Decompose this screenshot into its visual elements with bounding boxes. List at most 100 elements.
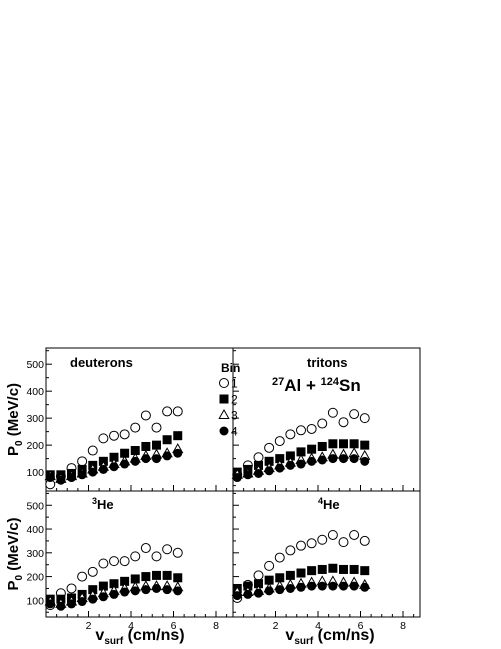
data-point-bin-2 bbox=[296, 568, 306, 578]
data-point-bin-1 bbox=[253, 452, 264, 463]
data-point-bin-1 bbox=[87, 445, 98, 456]
data-point-bin-2 bbox=[317, 564, 327, 574]
panel-label: 3He bbox=[92, 496, 114, 512]
data-point-bin-1 bbox=[253, 570, 264, 581]
data-point-bin-4 bbox=[360, 456, 370, 466]
data-point-bin-1 bbox=[306, 423, 317, 434]
panel-top-left: deuterons bbox=[44, 347, 234, 492]
data-point-bin-2 bbox=[360, 566, 370, 576]
data-point-bin-1 bbox=[172, 547, 183, 558]
data-point-bin-4 bbox=[141, 454, 151, 464]
data-point-bin-2 bbox=[307, 444, 317, 454]
data-point-bin-4 bbox=[296, 459, 306, 469]
legend-marker-bin-1 bbox=[219, 378, 229, 388]
y-axis-title: P0 (MeV/c) bbox=[5, 517, 25, 590]
data-point-bin-1 bbox=[327, 529, 338, 540]
data-point-bin-2 bbox=[285, 570, 295, 580]
data-point-bin-2 bbox=[98, 581, 108, 591]
data-point-bin-1 bbox=[98, 433, 109, 444]
data-point-bin-4 bbox=[141, 585, 151, 595]
data-point-bin-2 bbox=[162, 570, 172, 580]
y-tick-label: 500 bbox=[26, 359, 44, 371]
data-point-bin-1 bbox=[66, 583, 77, 594]
y-axis-title-unit: (MeV/c) bbox=[5, 383, 22, 441]
panel-frame bbox=[232, 490, 421, 618]
y-tick-label: 200 bbox=[26, 572, 44, 584]
data-point-bin-2 bbox=[152, 440, 161, 450]
data-point-bin-2 bbox=[173, 431, 183, 441]
data-point-bin-4 bbox=[328, 454, 338, 464]
data-point-bin-2 bbox=[162, 435, 172, 445]
panel-bottom-left: 3He bbox=[44, 490, 234, 618]
data-point-bin-2 bbox=[152, 570, 161, 580]
data-point-bin-1 bbox=[98, 558, 109, 569]
data-point-bin-1 bbox=[77, 571, 88, 582]
data-point-bin-1 bbox=[338, 417, 349, 428]
panel-bottom-right: 4He bbox=[231, 490, 421, 618]
x-axis-title-main: v bbox=[95, 627, 104, 644]
y-tick-label: 100 bbox=[26, 595, 44, 607]
panel-label-text: He bbox=[97, 497, 114, 512]
data-point-bin-1 bbox=[140, 543, 151, 554]
data-point-bin-4 bbox=[98, 592, 108, 602]
data-point-bin-4 bbox=[130, 586, 140, 596]
panel-label: 4He bbox=[318, 496, 340, 512]
y-tick-label: 400 bbox=[26, 524, 44, 536]
data-point-bin-4 bbox=[307, 581, 317, 591]
data-point-bin-1 bbox=[338, 537, 349, 548]
data-point-bin-4 bbox=[296, 582, 306, 592]
y-axis-title-sub: 0 bbox=[14, 440, 25, 446]
data-point-bin-4 bbox=[360, 582, 370, 592]
data-point-bin-2 bbox=[296, 447, 306, 457]
data-point-bin-1 bbox=[349, 409, 360, 420]
data-point-bin-2 bbox=[328, 439, 338, 449]
y-axis-title-unit: (MeV/c) bbox=[5, 517, 22, 575]
data-point-bin-1 bbox=[119, 556, 130, 567]
data-point-bin-1 bbox=[317, 534, 328, 545]
data-point-bin-4 bbox=[67, 473, 76, 483]
data-point-bin-1 bbox=[162, 544, 173, 555]
data-point-bin-2 bbox=[360, 440, 370, 450]
x-axis-title: vsurf (cm/ns) bbox=[95, 627, 184, 647]
data-point-bin-4 bbox=[109, 462, 119, 472]
y-axis-title-main: P bbox=[5, 446, 22, 456]
data-point-bin-2 bbox=[264, 456, 274, 466]
x-axis-title-unit: (cm/ns) bbox=[313, 627, 374, 644]
data-point-bin-4 bbox=[77, 470, 87, 480]
data-point-bin-4 bbox=[285, 583, 295, 593]
reaction-label: 27Al + 124Sn bbox=[272, 376, 361, 395]
legend: Bin 1 2 3 4 bbox=[218, 361, 240, 439]
data-point-bin-2 bbox=[339, 439, 348, 449]
data-point-bin-4 bbox=[162, 585, 172, 595]
data-point-bin-4 bbox=[45, 473, 55, 483]
data-point-bin-1 bbox=[306, 538, 317, 549]
data-point-bin-1 bbox=[264, 560, 275, 571]
data-point-bin-2 bbox=[141, 441, 151, 451]
x-tick-label: 6 bbox=[358, 620, 364, 632]
data-point-bin-2 bbox=[120, 448, 130, 458]
data-point-bin-2 bbox=[328, 563, 338, 573]
data-point-bin-4 bbox=[264, 586, 274, 596]
x-tick-label: 6 bbox=[171, 620, 177, 632]
x-axis-title-sub: surf bbox=[294, 636, 314, 647]
data-point-bin-1 bbox=[109, 556, 119, 567]
legend-marker-bin-2 bbox=[219, 394, 229, 404]
data-point-bin-2 bbox=[264, 575, 274, 585]
data-point-bin-2 bbox=[339, 564, 348, 574]
panel-label: deuterons bbox=[70, 355, 133, 370]
data-point-bin-1 bbox=[119, 429, 130, 440]
reaction-a-mass: 27 bbox=[272, 376, 284, 388]
data-point-bin-4 bbox=[285, 460, 295, 470]
data-point-bin-1 bbox=[264, 442, 275, 453]
data-point-bin-4 bbox=[328, 581, 338, 591]
data-point-bin-4 bbox=[173, 448, 183, 458]
x-tick-label: 4 bbox=[315, 620, 321, 632]
data-point-bin-1 bbox=[285, 545, 296, 556]
x-axis-title: vsurf (cm/ns) bbox=[285, 627, 374, 647]
data-point-bin-2 bbox=[130, 574, 140, 584]
data-point-bin-2 bbox=[349, 564, 359, 574]
data-point-bin-1 bbox=[317, 418, 328, 429]
legend-label-bin-3: 3 bbox=[231, 409, 238, 423]
reaction-b-symbol: Sn bbox=[339, 376, 361, 395]
